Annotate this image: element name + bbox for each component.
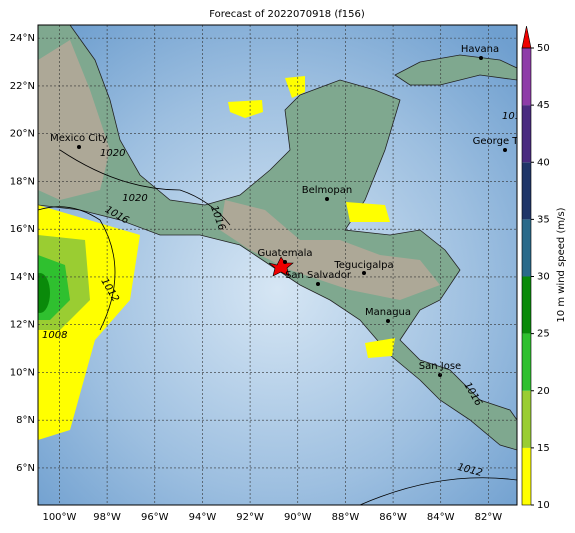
isobar	[59, 149, 231, 226]
y-tick-label: 18°N	[10, 176, 35, 187]
colorbar-tick-label: 30	[537, 272, 550, 283]
highlands	[220, 200, 440, 300]
city-dot	[479, 56, 483, 60]
cuba	[394, 54, 517, 86]
colorbar-band	[522, 276, 531, 334]
chart-title: Forecast of 2022070918 (f156)	[209, 9, 365, 20]
y-tick-label: 8°N	[16, 415, 35, 426]
city-label: George Town	[473, 136, 538, 147]
colorbar-band	[522, 105, 531, 163]
x-tick-label: 82°W	[475, 512, 503, 523]
wind-shade	[285, 76, 305, 98]
wind-shade	[365, 338, 395, 358]
contour-label: 1008	[42, 330, 67, 341]
frame	[37, 24, 518, 506]
x-tick-label: 100°W	[42, 512, 76, 523]
y-tick-label: 6°N	[16, 463, 35, 474]
isobar	[38, 206, 116, 331]
city-dot	[316, 282, 320, 286]
colorbar-band	[522, 333, 531, 391]
y-tick-label: 22°N	[10, 81, 35, 92]
city-dot	[438, 373, 442, 377]
colorbar-label: 10 m wind speed (m/s)	[556, 207, 567, 322]
colorbar-tick-label: 20	[537, 386, 550, 397]
city-dot	[325, 197, 329, 201]
y-tick-label: 20°N	[10, 129, 35, 140]
colorbar-band	[522, 162, 531, 220]
y-tick-label: 12°N	[10, 320, 35, 331]
colorbar-band	[522, 447, 531, 505]
city-label: Havana	[461, 44, 499, 55]
colorbar-extend	[521, 25, 532, 49]
x-tick-label: 90°W	[284, 512, 312, 523]
city-label: Mexico City	[50, 133, 108, 144]
colorbar-tick-label: 10	[537, 500, 550, 511]
colorbar-tick-label: 45	[537, 100, 550, 111]
city-label: Belmopan	[302, 185, 352, 196]
wind-shade	[228, 100, 263, 118]
x-tick-label: 98°W	[93, 512, 121, 523]
x-tick-label: 88°W	[332, 512, 360, 523]
city-dot	[386, 319, 390, 323]
x-tick-label: 96°W	[141, 512, 169, 523]
wind-shade	[346, 202, 390, 222]
city-label: Guatemala	[257, 248, 312, 259]
map: Havana Mexico City George Town Belmopan Guat…	[38, 25, 538, 505]
colorbar-tick-label: 35	[537, 214, 550, 225]
isobar	[359, 477, 517, 505]
city-dot	[503, 148, 507, 152]
wind-shade	[38, 273, 50, 313]
y-tick-label: 16°N	[10, 224, 35, 235]
colorbar-tick-label: 40	[537, 157, 550, 168]
contour-label: 1020	[122, 193, 147, 204]
y-tick-label: 10°N	[10, 367, 35, 378]
city-dot	[283, 260, 287, 264]
contour-label: 101	[502, 111, 521, 122]
colorbar-tick-label: 15	[537, 443, 550, 454]
colorbar-band	[522, 48, 531, 106]
x-tick-label: 84°W	[427, 512, 455, 523]
colorbar-tick-label: 25	[537, 329, 550, 340]
y-tick-label: 14°N	[10, 272, 35, 283]
city-label: Tegucigalpa	[333, 260, 393, 271]
city-dot	[362, 271, 366, 275]
colorbar-band	[522, 390, 531, 448]
x-tick-label: 92°W	[236, 512, 264, 523]
x-tick-label: 86°W	[379, 512, 407, 523]
contour-label: 1020	[100, 148, 125, 159]
city-label: San Salvador	[285, 270, 352, 281]
city-label: Managua	[365, 307, 411, 318]
city-dot	[77, 145, 81, 149]
colorbar-band	[522, 219, 531, 277]
x-tick-label: 94°W	[189, 512, 217, 523]
colorbar-tick-label: 50	[537, 43, 550, 54]
city-label: San Jose	[419, 361, 461, 372]
highlands	[38, 40, 110, 200]
y-tick-label: 24°N	[10, 33, 35, 44]
